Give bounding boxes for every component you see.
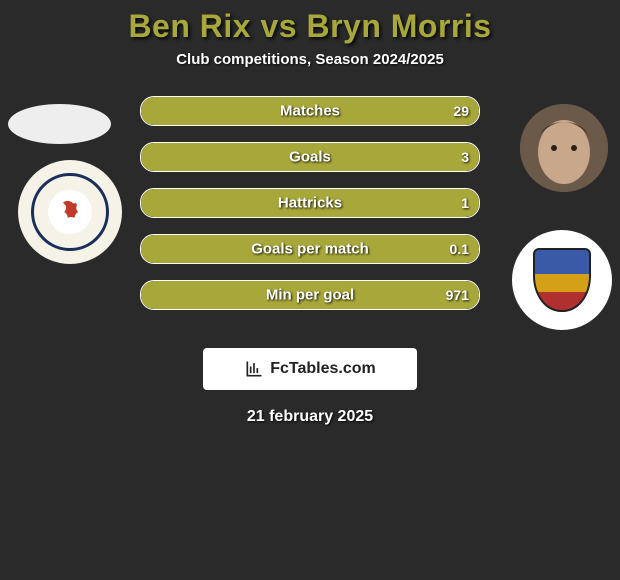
face-placeholder-icon [520, 104, 608, 192]
club-left-ring [31, 173, 109, 251]
branding-text: FcTables.com [270, 360, 376, 378]
stat-label: Goals per match [251, 241, 369, 258]
stat-row: Matches 29 [140, 96, 480, 126]
stat-value-right: 0.1 [450, 241, 469, 257]
player-right-avatar [520, 104, 608, 192]
stat-value-right: 29 [453, 103, 469, 119]
stat-label: Hattricks [278, 195, 342, 212]
stat-row: Goals 3 [140, 142, 480, 172]
branding-badge[interactable]: FcTables.com [203, 348, 417, 390]
stat-value-right: 3 [461, 149, 469, 165]
comparison-card: Ben Rix vs Bryn Morris Club competitions… [0, 0, 620, 426]
comparison-date: 21 february 2025 [0, 408, 620, 426]
stat-label: Min per goal [266, 287, 354, 304]
stat-value-right: 971 [446, 287, 469, 303]
player-left-avatar [8, 104, 111, 144]
comparison-content: Matches 29 Goals 3 Hattricks 1 Goals per match… [0, 96, 620, 336]
stat-value-right: 1 [461, 195, 469, 211]
club-right-shield-icon [533, 248, 591, 312]
stat-row: Hattricks 1 [140, 188, 480, 218]
stat-row: Min per goal 971 [140, 280, 480, 310]
club-right-badge [512, 230, 612, 330]
stat-label: Matches [280, 103, 340, 120]
chart-icon [244, 359, 264, 379]
stat-row: Goals per match 0.1 [140, 234, 480, 264]
club-left-badge [18, 160, 122, 264]
stat-label: Goals [289, 149, 331, 166]
stat-bars: Matches 29 Goals 3 Hattricks 1 Goals per match… [140, 96, 480, 326]
page-title: Ben Rix vs Bryn Morris [0, 8, 620, 45]
season-subtitle: Club competitions, Season 2024/2025 [0, 51, 620, 68]
club-left-emblem-icon [48, 190, 92, 234]
lion-icon [56, 198, 84, 226]
